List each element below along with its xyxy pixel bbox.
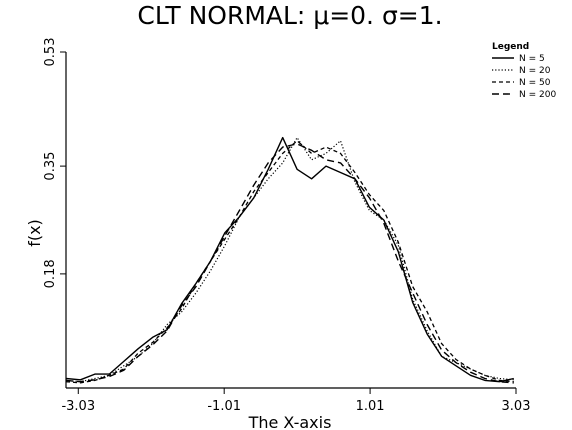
legend-title: Legend: [492, 42, 529, 52]
legend-entry: N = 20: [519, 66, 551, 76]
x-tick-label: -1.01: [207, 399, 241, 414]
x-tick-label: -3.03: [61, 399, 95, 414]
series-line-2: [65, 137, 514, 383]
axes: [65, 52, 516, 389]
x-tick-label: 3.03: [502, 399, 531, 414]
series-line-4: [65, 143, 514, 384]
legend: Legend N = 5 N = 20 N = 50 N = 200: [492, 42, 556, 100]
x-tick-label: 1.01: [356, 399, 385, 414]
y-axis-label: f(x): [25, 219, 44, 247]
ticks: -3.03 -1.01 1.01 3.03 0.18 0.35 0.53: [43, 38, 530, 414]
series-line-3: [65, 140, 514, 384]
y-tick-label: 0.18: [43, 259, 58, 288]
legend-entry: N = 5: [519, 54, 545, 64]
x-axis-label: The X-axis: [248, 413, 332, 430]
chart-title: CLT NORMAL: μ=0. σ=1.: [137, 1, 442, 30]
y-tick-label: 0.35: [43, 152, 58, 181]
y-tick-label: 0.53: [43, 38, 58, 67]
legend-entry: N = 200: [519, 90, 556, 100]
series-lines: [65, 136, 514, 384]
series-line-1: [65, 136, 514, 383]
legend-entry: N = 50: [519, 78, 551, 88]
